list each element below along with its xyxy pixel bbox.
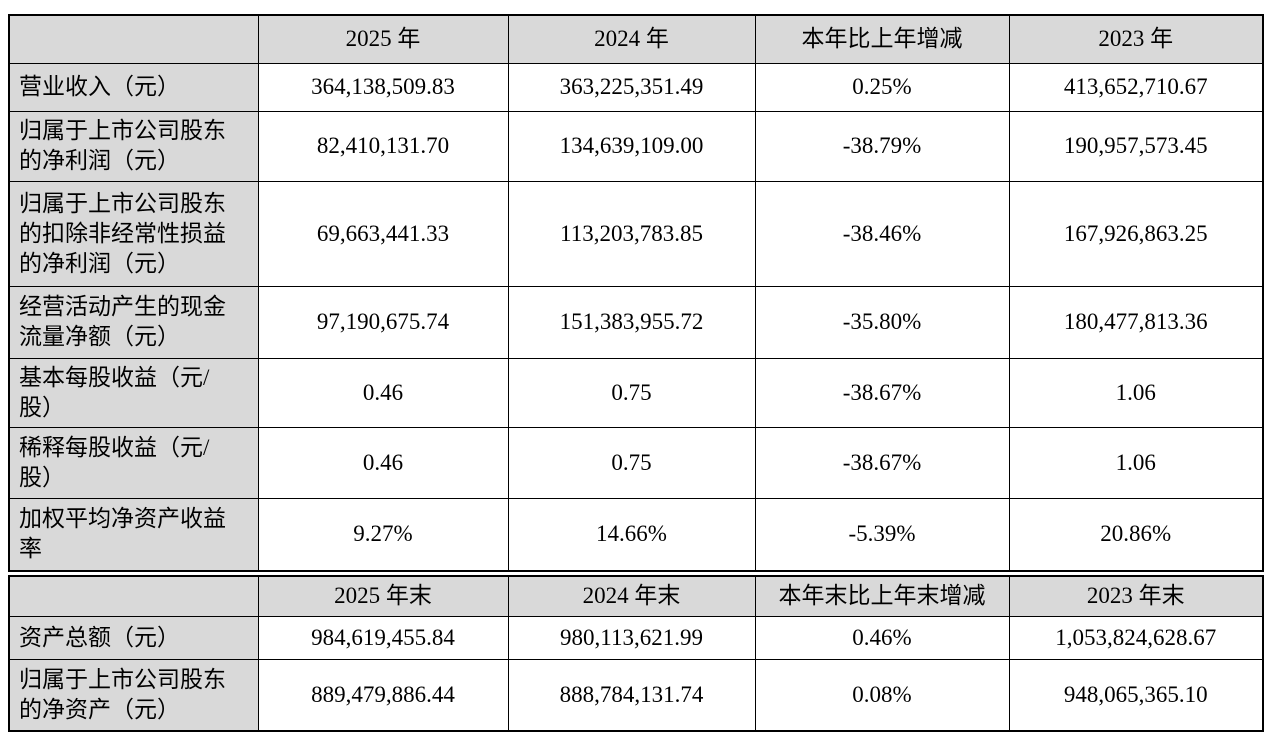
value-2025-cell: 69,663,441.33 — [257, 180, 509, 287]
value-2023-cell: 190,957,573.45 — [1008, 110, 1264, 182]
value-change-cell: -38.79% — [754, 110, 1010, 182]
row-label-cell: 营业收入（元） — [8, 62, 259, 112]
year-end-figures-table: 2025 年末 2024 年末 本年末比上年末增减 2023 年末 资产总额（元… — [8, 575, 1264, 732]
value-change-cell: -5.39% — [754, 497, 1010, 572]
value-2024-cell: 14.66% — [507, 497, 756, 572]
row-weighted-avg-roe: 加权平均净资产收益 率 9.27% 14.66% -5.39% 20.86% — [8, 497, 1264, 572]
row-label-cell: 经营活动产生的现金 流量净额（元） — [8, 285, 259, 359]
value-change-cell: -35.80% — [754, 285, 1010, 359]
row-basic-eps: 基本每股收益（元/ 股） 0.46 0.75 -38.67% 1.06 — [8, 357, 1264, 428]
value-2024-cell: 151,383,955.72 — [507, 285, 756, 359]
header-change-end-cell: 本年末比上年末增减 — [754, 575, 1010, 617]
header-2025-end-cell: 2025 年末 — [257, 575, 509, 617]
header-2023-cell: 2023 年 — [1008, 14, 1264, 64]
row-label-cell: 基本每股收益（元/ 股） — [8, 357, 259, 428]
row-label-cell: 稀释每股收益（元/ 股） — [8, 426, 259, 499]
value-2024-cell: 0.75 — [507, 357, 756, 428]
header-blank-cell — [8, 575, 259, 617]
value-change-cell: -38.67% — [754, 426, 1010, 499]
row-net-profit-excl-nonrecurring: 归属于上市公司股东 的扣除非经常性损益 的净利润（元） 69,663,441.3… — [8, 180, 1264, 287]
value-change-cell: -38.67% — [754, 357, 1010, 428]
value-2023-cell: 1.06 — [1008, 426, 1264, 499]
value-2025-cell: 0.46 — [257, 426, 509, 499]
value-2024-cell: 0.75 — [507, 426, 756, 499]
value-2024-cell: 980,113,621.99 — [507, 615, 756, 660]
row-total-assets: 资产总额（元） 984,619,455.84 980,113,621.99 0.… — [8, 615, 1264, 660]
value-2024-cell: 113,203,783.85 — [507, 180, 756, 287]
row-operating-cash-flow: 经营活动产生的现金 流量净额（元） 97,190,675.74 151,383,… — [8, 285, 1264, 359]
header-2024-cell: 2024 年 — [507, 14, 756, 64]
value-2024-cell: 888,784,131.74 — [507, 658, 756, 732]
row-label-cell: 归属于上市公司股东 的净资产（元） — [8, 658, 259, 732]
value-2023-cell: 1.06 — [1008, 357, 1264, 428]
value-2025-cell: 364,138,509.83 — [257, 62, 509, 112]
header-2024-end-cell: 2024 年末 — [507, 575, 756, 617]
row-net-assets-attributable: 归属于上市公司股东 的净资产（元） 889,479,886.44 888,784… — [8, 658, 1264, 732]
value-2025-cell: 82,410,131.70 — [257, 110, 509, 182]
row-label-cell: 加权平均净资产收益 率 — [8, 497, 259, 572]
value-2025-cell: 9.27% — [257, 497, 509, 572]
value-2025-cell: 97,190,675.74 — [257, 285, 509, 359]
row-operating-revenue: 营业收入（元） 364,138,509.83 363,225,351.49 0.… — [8, 62, 1264, 112]
header-2023-end-cell: 2023 年末 — [1008, 575, 1264, 617]
row-label-cell: 资产总额（元） — [8, 615, 259, 660]
header-row-annual: 2025 年 2024 年 本年比上年增减 2023 年 — [8, 14, 1264, 64]
value-change-cell: 0.46% — [754, 615, 1010, 660]
value-2023-cell: 180,477,813.36 — [1008, 285, 1264, 359]
row-net-profit-attributable: 归属于上市公司股东 的净利润（元） 82,410,131.70 134,639,… — [8, 110, 1264, 182]
value-2024-cell: 363,225,351.49 — [507, 62, 756, 112]
value-2023-cell: 948,065,365.10 — [1008, 658, 1264, 732]
value-2023-cell: 167,926,863.25 — [1008, 180, 1264, 287]
annual-figures-table: 2025 年 2024 年 本年比上年增减 2023 年 营业收入（元） 364… — [8, 14, 1264, 572]
value-2025-cell: 0.46 — [257, 357, 509, 428]
value-2023-cell: 1,053,824,628.67 — [1008, 615, 1264, 660]
value-2023-cell: 413,652,710.67 — [1008, 62, 1264, 112]
row-label-cell: 归属于上市公司股东 的扣除非经常性损益 的净利润（元） — [8, 180, 259, 287]
row-diluted-eps: 稀释每股收益（元/ 股） 0.46 0.75 -38.67% 1.06 — [8, 426, 1264, 499]
value-change-cell: -38.46% — [754, 180, 1010, 287]
value-change-cell: 0.08% — [754, 658, 1010, 732]
value-2024-cell: 134,639,109.00 — [507, 110, 756, 182]
header-change-cell: 本年比上年增减 — [754, 14, 1010, 64]
header-row-year-end: 2025 年末 2024 年末 本年末比上年末增减 2023 年末 — [8, 575, 1264, 617]
header-2025-cell: 2025 年 — [257, 14, 509, 64]
value-2023-cell: 20.86% — [1008, 497, 1264, 572]
value-2025-cell: 984,619,455.84 — [257, 615, 509, 660]
header-blank-cell — [8, 14, 259, 64]
value-change-cell: 0.25% — [754, 62, 1010, 112]
row-label-cell: 归属于上市公司股东 的净利润（元） — [8, 110, 259, 182]
value-2025-cell: 889,479,886.44 — [257, 658, 509, 732]
